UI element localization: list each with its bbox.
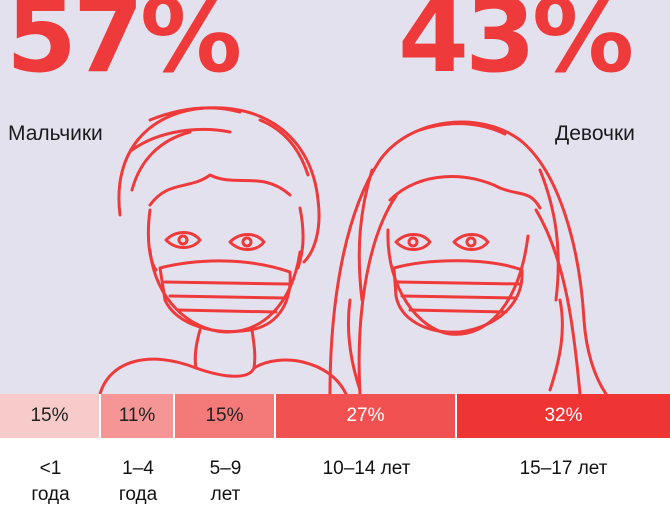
age-group-label: <1 года: [31, 458, 70, 505]
girls-share-value: 43%: [398, 0, 634, 96]
age-group-label: 15–17 лет: [519, 458, 608, 479]
girls-label: Девочки: [555, 122, 635, 145]
age-group-label: 10–14 лет: [322, 458, 411, 479]
illustration-panel: 57% 43% Мальчики Девочки: [0, 0, 670, 394]
age-group-axis: <1 года 1–4 года 5–9 лет 10–14 лет 15–17 лет: [0, 456, 670, 508]
boy-in-mask-illustration: [98, 106, 348, 394]
boys-share-value: 57%: [6, 0, 242, 96]
bar-segment: 32%: [457, 394, 670, 438]
age-distribution-bar: 15% 11% 15% 27% 32%: [0, 394, 670, 438]
bar-segment: 27%: [276, 394, 457, 438]
bar-segment: 15%: [0, 394, 101, 438]
bar-segment: 15%: [175, 394, 276, 438]
age-group-label: 1–4 года: [118, 458, 158, 505]
boys-label: Мальчики: [8, 122, 103, 145]
bar-segment: 11%: [101, 394, 175, 438]
girl-in-mask-illustration: [328, 120, 608, 394]
age-group-label: 5–9 лет: [209, 458, 242, 505]
children-in-masks-illustration: [98, 106, 608, 394]
